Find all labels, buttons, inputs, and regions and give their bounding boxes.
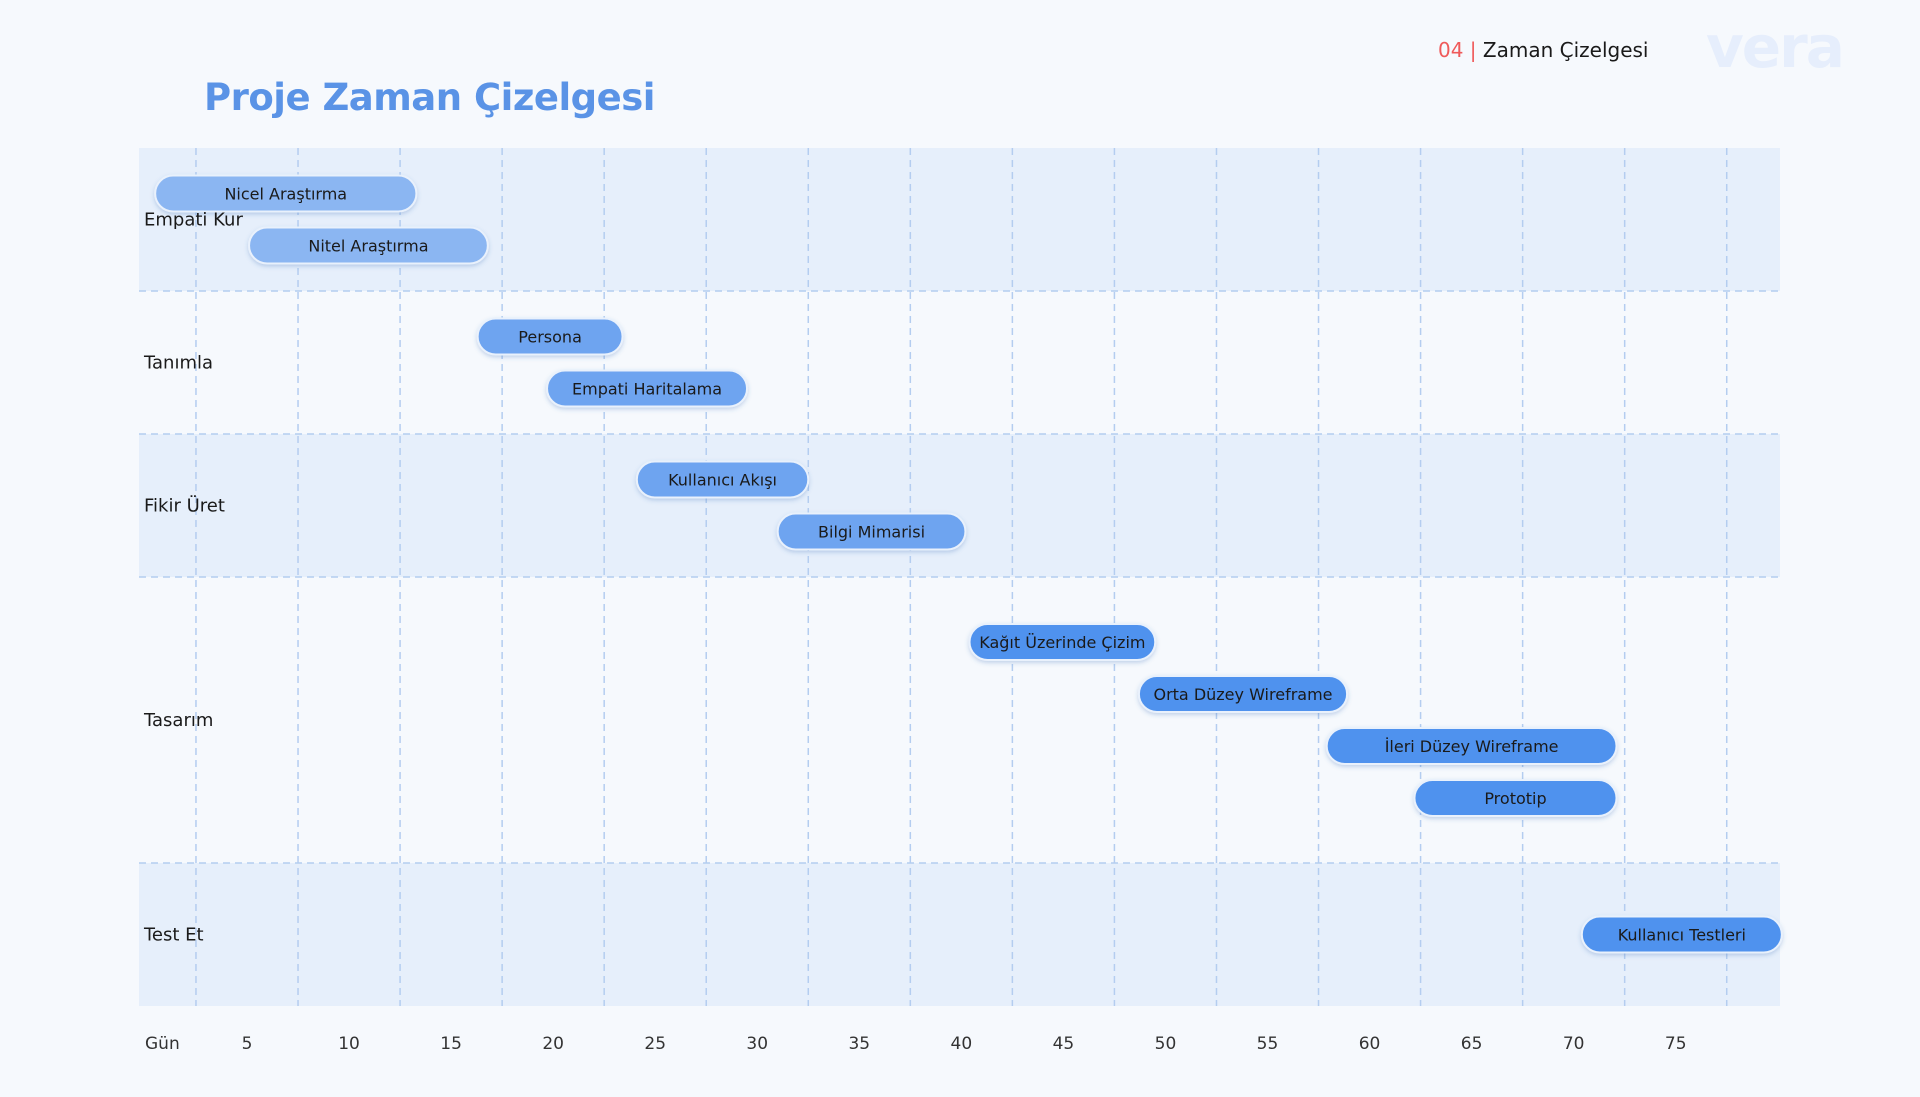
- section-title: Zaman Çizelgesi: [1482, 38, 1649, 62]
- task-bar: Kullanıcı Testleri: [1580, 915, 1783, 954]
- task-label: Bilgi Mimarisi: [818, 523, 925, 542]
- row-label: Empati Kur: [144, 210, 243, 231]
- vera-logo: vera: [1706, 13, 1845, 81]
- x-tick-label: 5: [242, 1034, 253, 1054]
- row-band: [139, 148, 1780, 291]
- task-bar: Persona: [476, 317, 624, 356]
- row-label: Test Et: [143, 925, 204, 946]
- row-band: [139, 863, 1780, 1006]
- x-tick-label: 10: [338, 1034, 360, 1054]
- x-tick-label: 70: [1563, 1034, 1585, 1054]
- row-label: Tasarım: [143, 710, 213, 731]
- task-label: Kullanıcı Akışı: [668, 471, 777, 490]
- task-label: Nitel Araştırma: [308, 237, 428, 256]
- task-label: Nicel Araştırma: [224, 185, 347, 204]
- task-bar: Kullanıcı Akışı: [635, 460, 810, 499]
- row-band: [139, 434, 1780, 577]
- x-axis-label: Gün: [145, 1034, 180, 1054]
- x-tick-label: 65: [1461, 1034, 1483, 1054]
- x-tick-label: 15: [440, 1034, 462, 1054]
- task-label: Orta Düzey Wireframe: [1153, 685, 1332, 704]
- row-label: Tanımla: [143, 353, 213, 374]
- task-label: İleri Düzey Wireframe: [1385, 737, 1559, 756]
- task-label: Empati Haritalama: [572, 380, 722, 399]
- task-bar: Prototip: [1413, 779, 1618, 817]
- x-tick-label: 55: [1257, 1034, 1279, 1054]
- task-bar: Kağıt Üzerinde Çizim: [968, 623, 1157, 661]
- task-bar: İleri Düzey Wireframe: [1325, 727, 1618, 765]
- task-bar: Nicel Araştırma: [154, 174, 418, 213]
- x-tick-label: 25: [644, 1034, 666, 1054]
- task-label: Prototip: [1484, 789, 1546, 808]
- x-tick-label: 75: [1665, 1034, 1687, 1054]
- x-tick-label: 20: [542, 1034, 564, 1054]
- task-bar: Bilgi Mimarisi: [776, 512, 967, 551]
- task-bar: Orta Düzey Wireframe: [1137, 675, 1349, 713]
- task-label: Kağıt Üzerinde Çizim: [979, 633, 1145, 652]
- row-label: Fikir Üret: [144, 495, 225, 517]
- x-tick-label: 45: [1053, 1034, 1075, 1054]
- x-tick-label: 35: [848, 1034, 870, 1054]
- section-number: 04 |: [1438, 38, 1477, 62]
- x-tick-label: 40: [951, 1034, 973, 1054]
- x-tick-label: 50: [1155, 1034, 1177, 1054]
- section-header: 04 | Zaman Çizelgesi: [1438, 38, 1649, 62]
- task-bar: Empati Haritalama: [546, 369, 749, 408]
- task-label: Persona: [518, 328, 582, 347]
- x-tick-label: 60: [1359, 1034, 1381, 1054]
- task-label: Kullanıcı Testleri: [1618, 926, 1746, 945]
- page-title: Proje Zaman Çizelgesi: [204, 76, 655, 119]
- task-bar: Nitel Araştırma: [248, 226, 489, 265]
- x-tick-label: 30: [746, 1034, 768, 1054]
